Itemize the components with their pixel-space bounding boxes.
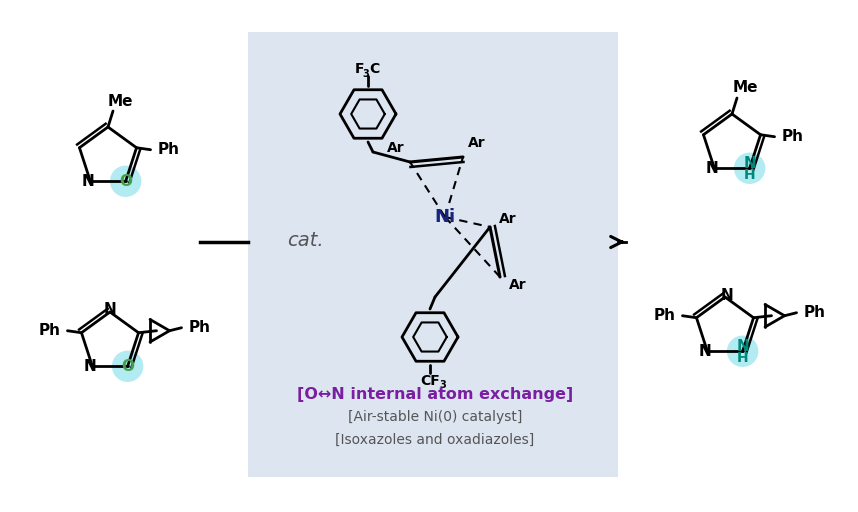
Text: 3: 3 [363, 69, 370, 79]
Text: H: H [737, 351, 748, 365]
Text: N: N [706, 161, 719, 176]
Text: Ni: Ni [434, 208, 456, 226]
Text: Me: Me [732, 80, 758, 96]
Text: F: F [355, 62, 365, 76]
Circle shape [111, 166, 141, 196]
Text: [Air-stable Ni(0) catalyst]: [Air-stable Ni(0) catalyst] [347, 410, 523, 424]
FancyBboxPatch shape [248, 32, 618, 477]
Text: N: N [104, 303, 117, 317]
Text: CF: CF [420, 374, 440, 388]
Text: Ph: Ph [654, 308, 675, 323]
Text: N: N [84, 359, 97, 374]
Text: H: H [744, 168, 755, 182]
Text: Ph: Ph [804, 305, 825, 320]
Text: N: N [721, 288, 734, 303]
Text: Ar: Ar [387, 141, 405, 155]
Text: N: N [743, 156, 756, 171]
Text: O: O [121, 359, 134, 374]
Text: N: N [699, 344, 712, 359]
Text: Ph: Ph [189, 320, 210, 335]
Text: [O↔N internal atom exchange]: [O↔N internal atom exchange] [297, 387, 573, 401]
Text: Me: Me [107, 94, 133, 109]
Text: Ph: Ph [39, 323, 60, 338]
Text: C: C [369, 62, 379, 76]
Text: [Isoxazoles and oxadiazoles]: [Isoxazoles and oxadiazoles] [335, 433, 535, 447]
Circle shape [112, 351, 142, 381]
Text: O: O [119, 174, 132, 189]
Text: Ar: Ar [509, 278, 527, 292]
Text: Ph: Ph [158, 142, 179, 157]
Text: Ar: Ar [468, 136, 486, 150]
Text: Ar: Ar [499, 212, 517, 226]
Text: N: N [736, 339, 749, 354]
Text: N: N [82, 174, 94, 189]
Text: Ph: Ph [782, 129, 804, 144]
Circle shape [728, 336, 758, 366]
Circle shape [734, 153, 764, 183]
Text: 3: 3 [439, 380, 446, 390]
Text: cat.: cat. [287, 230, 323, 249]
